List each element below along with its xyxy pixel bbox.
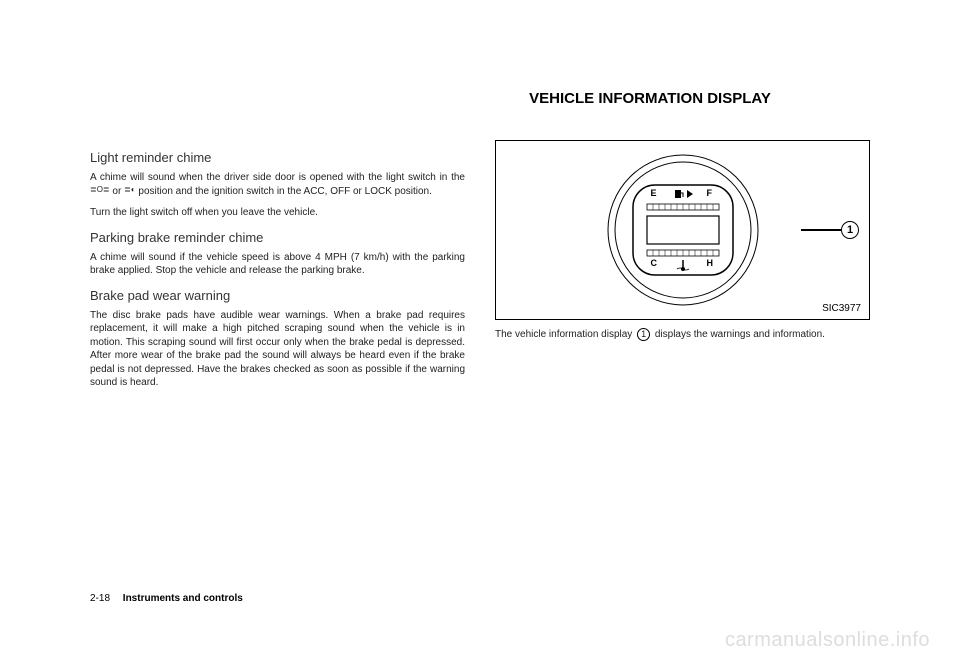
text-fragment: or — [110, 186, 124, 197]
parking-light-icon: ≣O≣ — [90, 185, 110, 196]
gauge-svg — [603, 150, 763, 310]
caption-a: The vehicle information display — [495, 329, 635, 340]
callout-line — [801, 229, 841, 231]
page-footer: 2-18 Instruments and controls — [90, 593, 243, 604]
text-fragment: position and the ignition switch in the … — [136, 186, 432, 197]
figure-code: SIC3977 — [822, 303, 861, 314]
para-light-reminder-1: A chime will sound when the driver side … — [90, 171, 465, 198]
callout-1: 1 — [801, 221, 859, 239]
headlight-icon: ≣◐ — [124, 185, 136, 196]
page-number: 2-18 — [90, 593, 110, 604]
content-columns: Light reminder chime A chime will sound … — [90, 140, 870, 398]
left-column: Light reminder chime A chime will sound … — [90, 140, 465, 398]
caption-b: displays the warnings and information. — [652, 329, 825, 340]
para-light-reminder-2: Turn the light switch off when you leave… — [90, 206, 465, 220]
chapter-title: Instruments and controls — [123, 593, 243, 604]
fuel-empty-label: E — [651, 188, 657, 198]
subhead-brake-pad: Brake pad wear warning — [90, 288, 465, 303]
figure-vehicle-display: E F C H 1 SIC3977 — [495, 140, 870, 320]
subhead-light-reminder: Light reminder chime — [90, 150, 465, 165]
page: VEHICLE INFORMATION DISPLAY Light remind… — [0, 0, 960, 664]
section-header: VEHICLE INFORMATION DISPLAY — [430, 90, 870, 107]
text-fragment: A chime will sound when the driver side … — [90, 172, 465, 183]
watermark: carmanualsonline.info — [725, 629, 930, 652]
para-parking-brake: A chime will sound if the vehicle speed … — [90, 251, 465, 278]
temp-cold-label: C — [651, 258, 658, 268]
right-column: E F C H 1 SIC3977 The vehicle informatio… — [495, 140, 870, 398]
subhead-parking-brake: Parking brake reminder chime — [90, 230, 465, 245]
para-brake-pad: The disc brake pads have audible wear wa… — [90, 309, 465, 390]
gauge-cluster: E F C H — [603, 150, 763, 310]
figure-caption: The vehicle information display 1 displa… — [495, 328, 870, 342]
fuel-full-label: F — [707, 188, 713, 198]
ref-circle-1: 1 — [637, 328, 650, 341]
callout-circle: 1 — [841, 221, 859, 239]
temp-hot-label: H — [707, 258, 714, 268]
